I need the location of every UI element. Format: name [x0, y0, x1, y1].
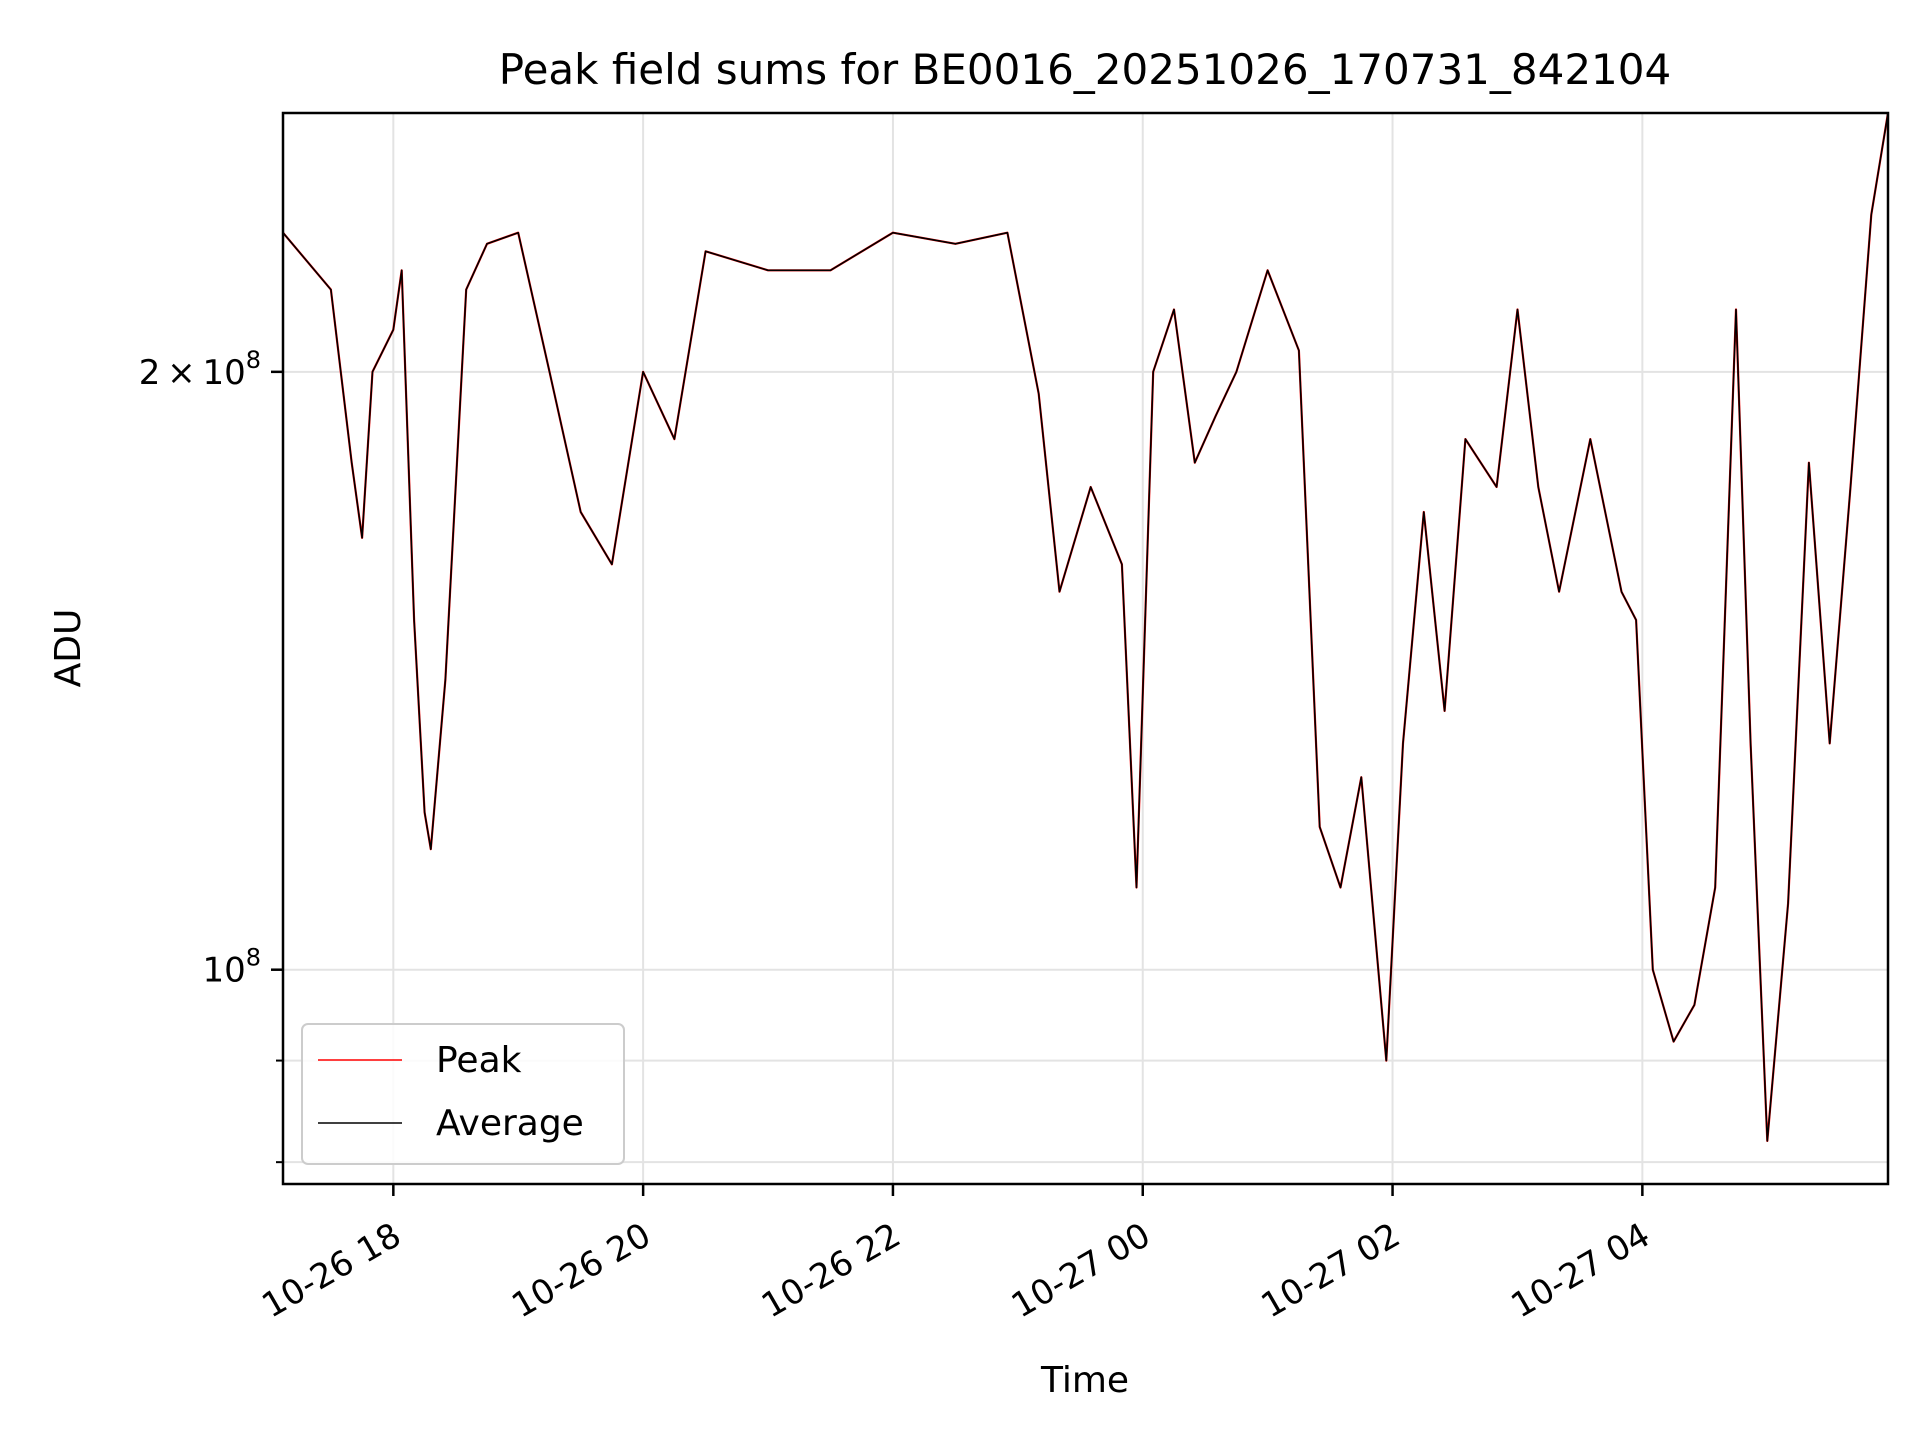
series-line-average: [282, 112, 1889, 1142]
x-tick-label: 10-26 22: [755, 1215, 907, 1326]
series-lines: [282, 112, 1890, 1143]
legend: Peak Average: [301, 1023, 625, 1165]
y-tick-label: 108: [202, 944, 261, 991]
x-tick-label: 10-26 20: [505, 1215, 657, 1326]
legend-average-label: Average: [436, 1103, 584, 1144]
chart-title: Peak field sums for BE0016_20251026_1707…: [499, 45, 1671, 94]
x-tick-label: 10-27 02: [1255, 1215, 1407, 1326]
series-line-peak: [282, 112, 1890, 1143]
x-tick-label: 10-27 00: [1005, 1215, 1157, 1326]
y-axis-label: ADU: [48, 609, 89, 688]
legend-box: [301, 1023, 625, 1165]
legend-peak-label: Peak: [436, 1040, 522, 1081]
plot-frame: [281, 111, 1890, 1186]
x-axis-label: Time: [1040, 1360, 1129, 1401]
x-tick-label: 10-26 18: [255, 1215, 407, 1326]
y-tick-label: 2 × 108: [139, 346, 261, 393]
x-axis-ticks: 10-26 18 10-26 20 10-26 22 10-27 00 10-27 02…: [255, 1184, 1657, 1326]
x-tick-label: 10-27 04: [1504, 1215, 1656, 1326]
y-axis-ticks: 108 2 × 108: [139, 346, 283, 1164]
